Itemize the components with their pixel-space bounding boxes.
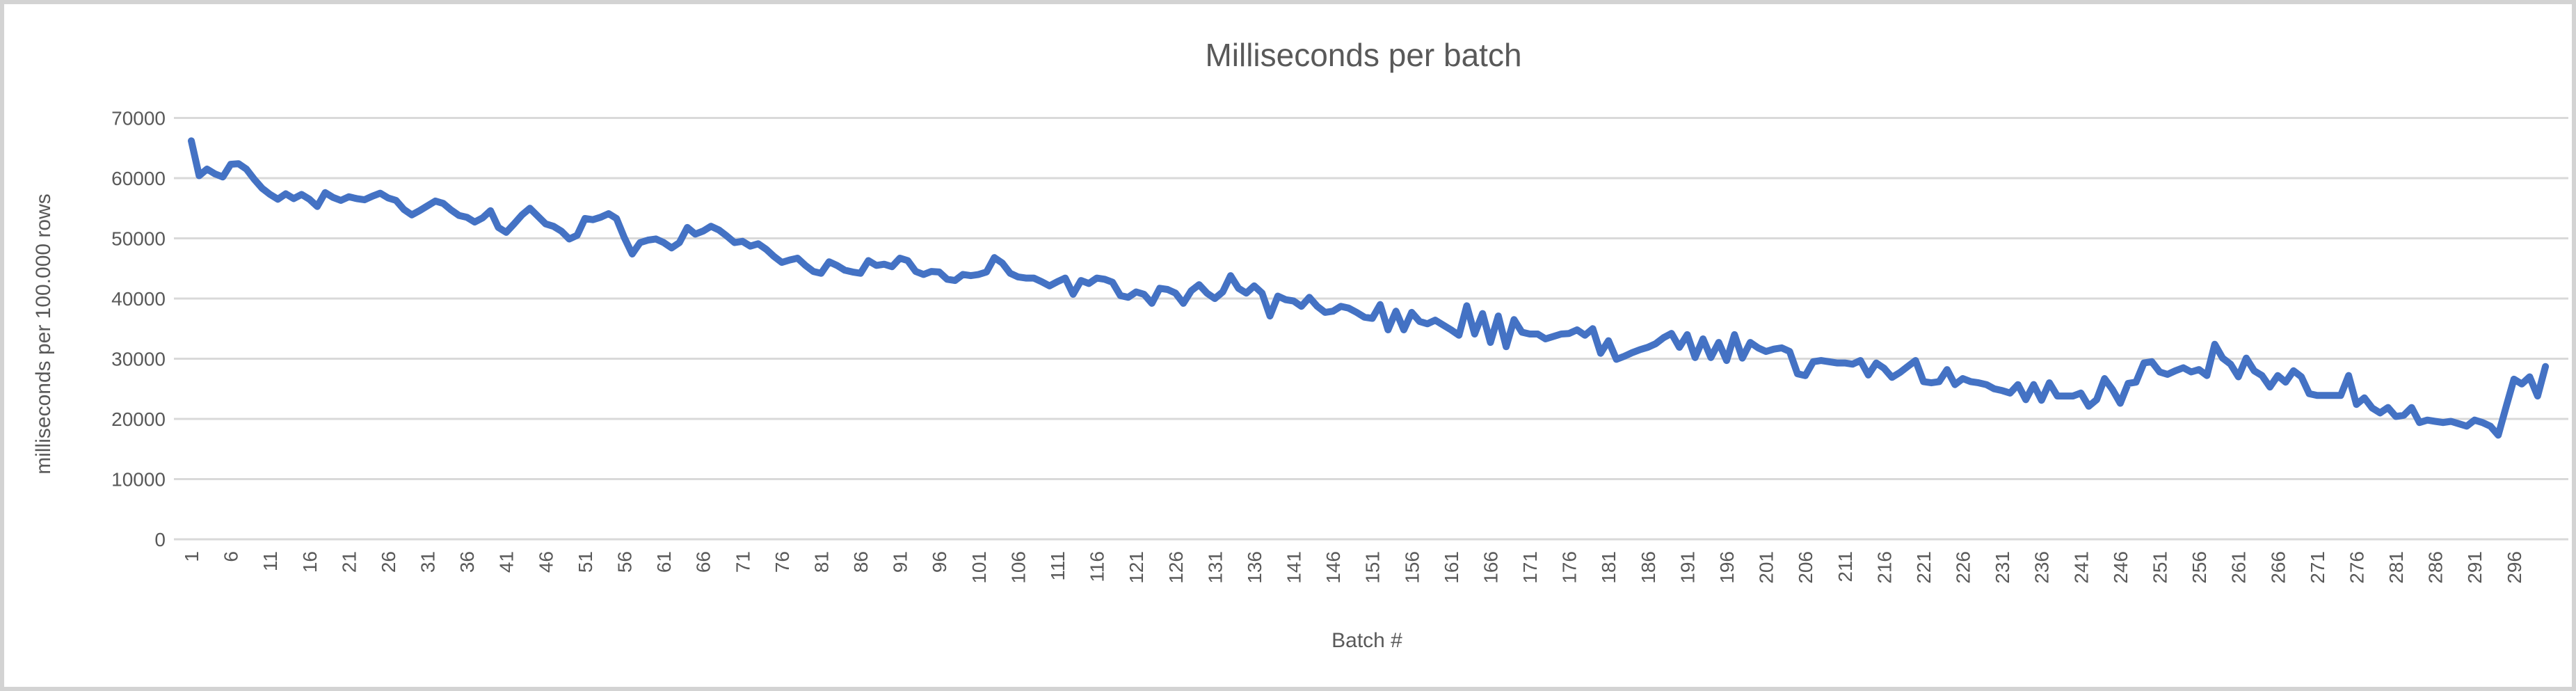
x-tick-label: 41 xyxy=(496,551,518,573)
x-tick-label: 151 xyxy=(1362,551,1384,584)
x-tick-label: 146 xyxy=(1322,551,1344,584)
x-tick-label: 81 xyxy=(810,551,832,573)
x-tick-label: 76 xyxy=(771,551,793,573)
x-tick-label: 156 xyxy=(1401,551,1423,584)
x-tick-label: 1 xyxy=(181,551,202,562)
x-tick-label: 26 xyxy=(378,551,399,573)
x-tick-label: 121 xyxy=(1126,551,1147,584)
x-tick-label: 241 xyxy=(2070,551,2092,584)
gridlines xyxy=(174,117,2568,541)
x-tick-label: 176 xyxy=(1559,551,1581,584)
x-tick-label: 36 xyxy=(456,551,478,573)
y-tick-label: 0 xyxy=(154,529,166,550)
x-tick-label: 261 xyxy=(2228,551,2250,584)
x-tick-label: 166 xyxy=(1480,551,1501,584)
x-tick-label: 226 xyxy=(1953,551,1974,584)
chart-title: Milliseconds per batch xyxy=(1205,37,1521,73)
x-tick-label: 271 xyxy=(2307,551,2328,584)
x-tick-label: 201 xyxy=(1756,551,1777,584)
y-tick-label: 10000 xyxy=(111,469,166,491)
x-tick-label: 46 xyxy=(535,551,557,573)
x-tick-label: 56 xyxy=(614,551,635,573)
x-tick-label: 126 xyxy=(1165,551,1187,584)
series-line xyxy=(188,137,2550,439)
x-tick-label: 51 xyxy=(575,551,596,573)
y-axis-title: milliseconds per 100.000 rows xyxy=(32,193,55,475)
x-tick-label: 61 xyxy=(653,551,675,573)
x-tick-label: 6 xyxy=(221,551,242,562)
x-tick-label: 91 xyxy=(890,551,911,573)
x-tick-label: 266 xyxy=(2267,551,2289,584)
y-tick-label: 60000 xyxy=(111,168,166,189)
x-tick-label: 276 xyxy=(2346,551,2367,584)
x-tick-label: 291 xyxy=(2464,551,2486,584)
x-tick-label: 111 xyxy=(1047,551,1069,581)
x-tick-label: 21 xyxy=(338,551,360,573)
x-tick-label: 236 xyxy=(2031,551,2053,584)
y-tick-label: 30000 xyxy=(111,349,166,370)
x-tick-label: 171 xyxy=(1519,551,1541,584)
x-tick-label: 141 xyxy=(1283,551,1305,584)
x-tick-label: 11 xyxy=(259,551,281,571)
y-tick-label: 40000 xyxy=(111,288,166,310)
y-axis-tick-labels: 0 10000 20000 30000 40000 50000 60000 70000 xyxy=(111,108,166,551)
x-tick-label: 296 xyxy=(2504,551,2525,584)
x-tick-label: 281 xyxy=(2385,551,2407,584)
x-tick-label: 106 xyxy=(1007,551,1029,584)
x-tick-label: 186 xyxy=(1638,551,1659,584)
x-tick-label: 221 xyxy=(1913,551,1935,584)
x-tick-label: 116 xyxy=(1087,551,1108,582)
x-tick-label: 196 xyxy=(1716,551,1738,584)
y-tick-label: 50000 xyxy=(111,228,166,250)
x-tick-label: 216 xyxy=(1873,551,1895,584)
x-tick-label: 66 xyxy=(693,551,714,573)
x-tick-label: 31 xyxy=(417,551,439,573)
series-group xyxy=(188,137,2550,439)
x-tick-label: 251 xyxy=(2150,551,2171,584)
x-tick-label: 136 xyxy=(1244,551,1265,584)
y-tick-label: 70000 xyxy=(111,108,166,129)
x-tick-label: 246 xyxy=(2110,551,2131,584)
x-tick-label: 16 xyxy=(299,551,321,573)
x-tick-label: 191 xyxy=(1677,551,1698,584)
x-tick-label: 161 xyxy=(1441,551,1462,584)
x-tick-label: 256 xyxy=(2189,551,2210,584)
x-tick-label: 131 xyxy=(1204,551,1226,584)
y-tick-label: 20000 xyxy=(111,408,166,430)
x-tick-label: 181 xyxy=(1598,551,1619,584)
x-tick-label: 71 xyxy=(732,551,753,573)
x-tick-label: 231 xyxy=(1992,551,2013,584)
x-tick-label: 101 xyxy=(968,551,990,584)
x-tick-label: 96 xyxy=(929,551,950,573)
x-axis-title: Batch # xyxy=(1331,629,1402,652)
x-axis-tick-labels: 1 6 11 16 21 26 31 36 41 46 51 56 61 66 71 76 81 86 91 96 10… xyxy=(181,551,2525,584)
x-tick-label: 86 xyxy=(850,551,872,573)
x-tick-label: 211 xyxy=(1834,551,1856,582)
x-tick-label: 206 xyxy=(1795,551,1816,584)
x-tick-label: 286 xyxy=(2425,551,2447,584)
